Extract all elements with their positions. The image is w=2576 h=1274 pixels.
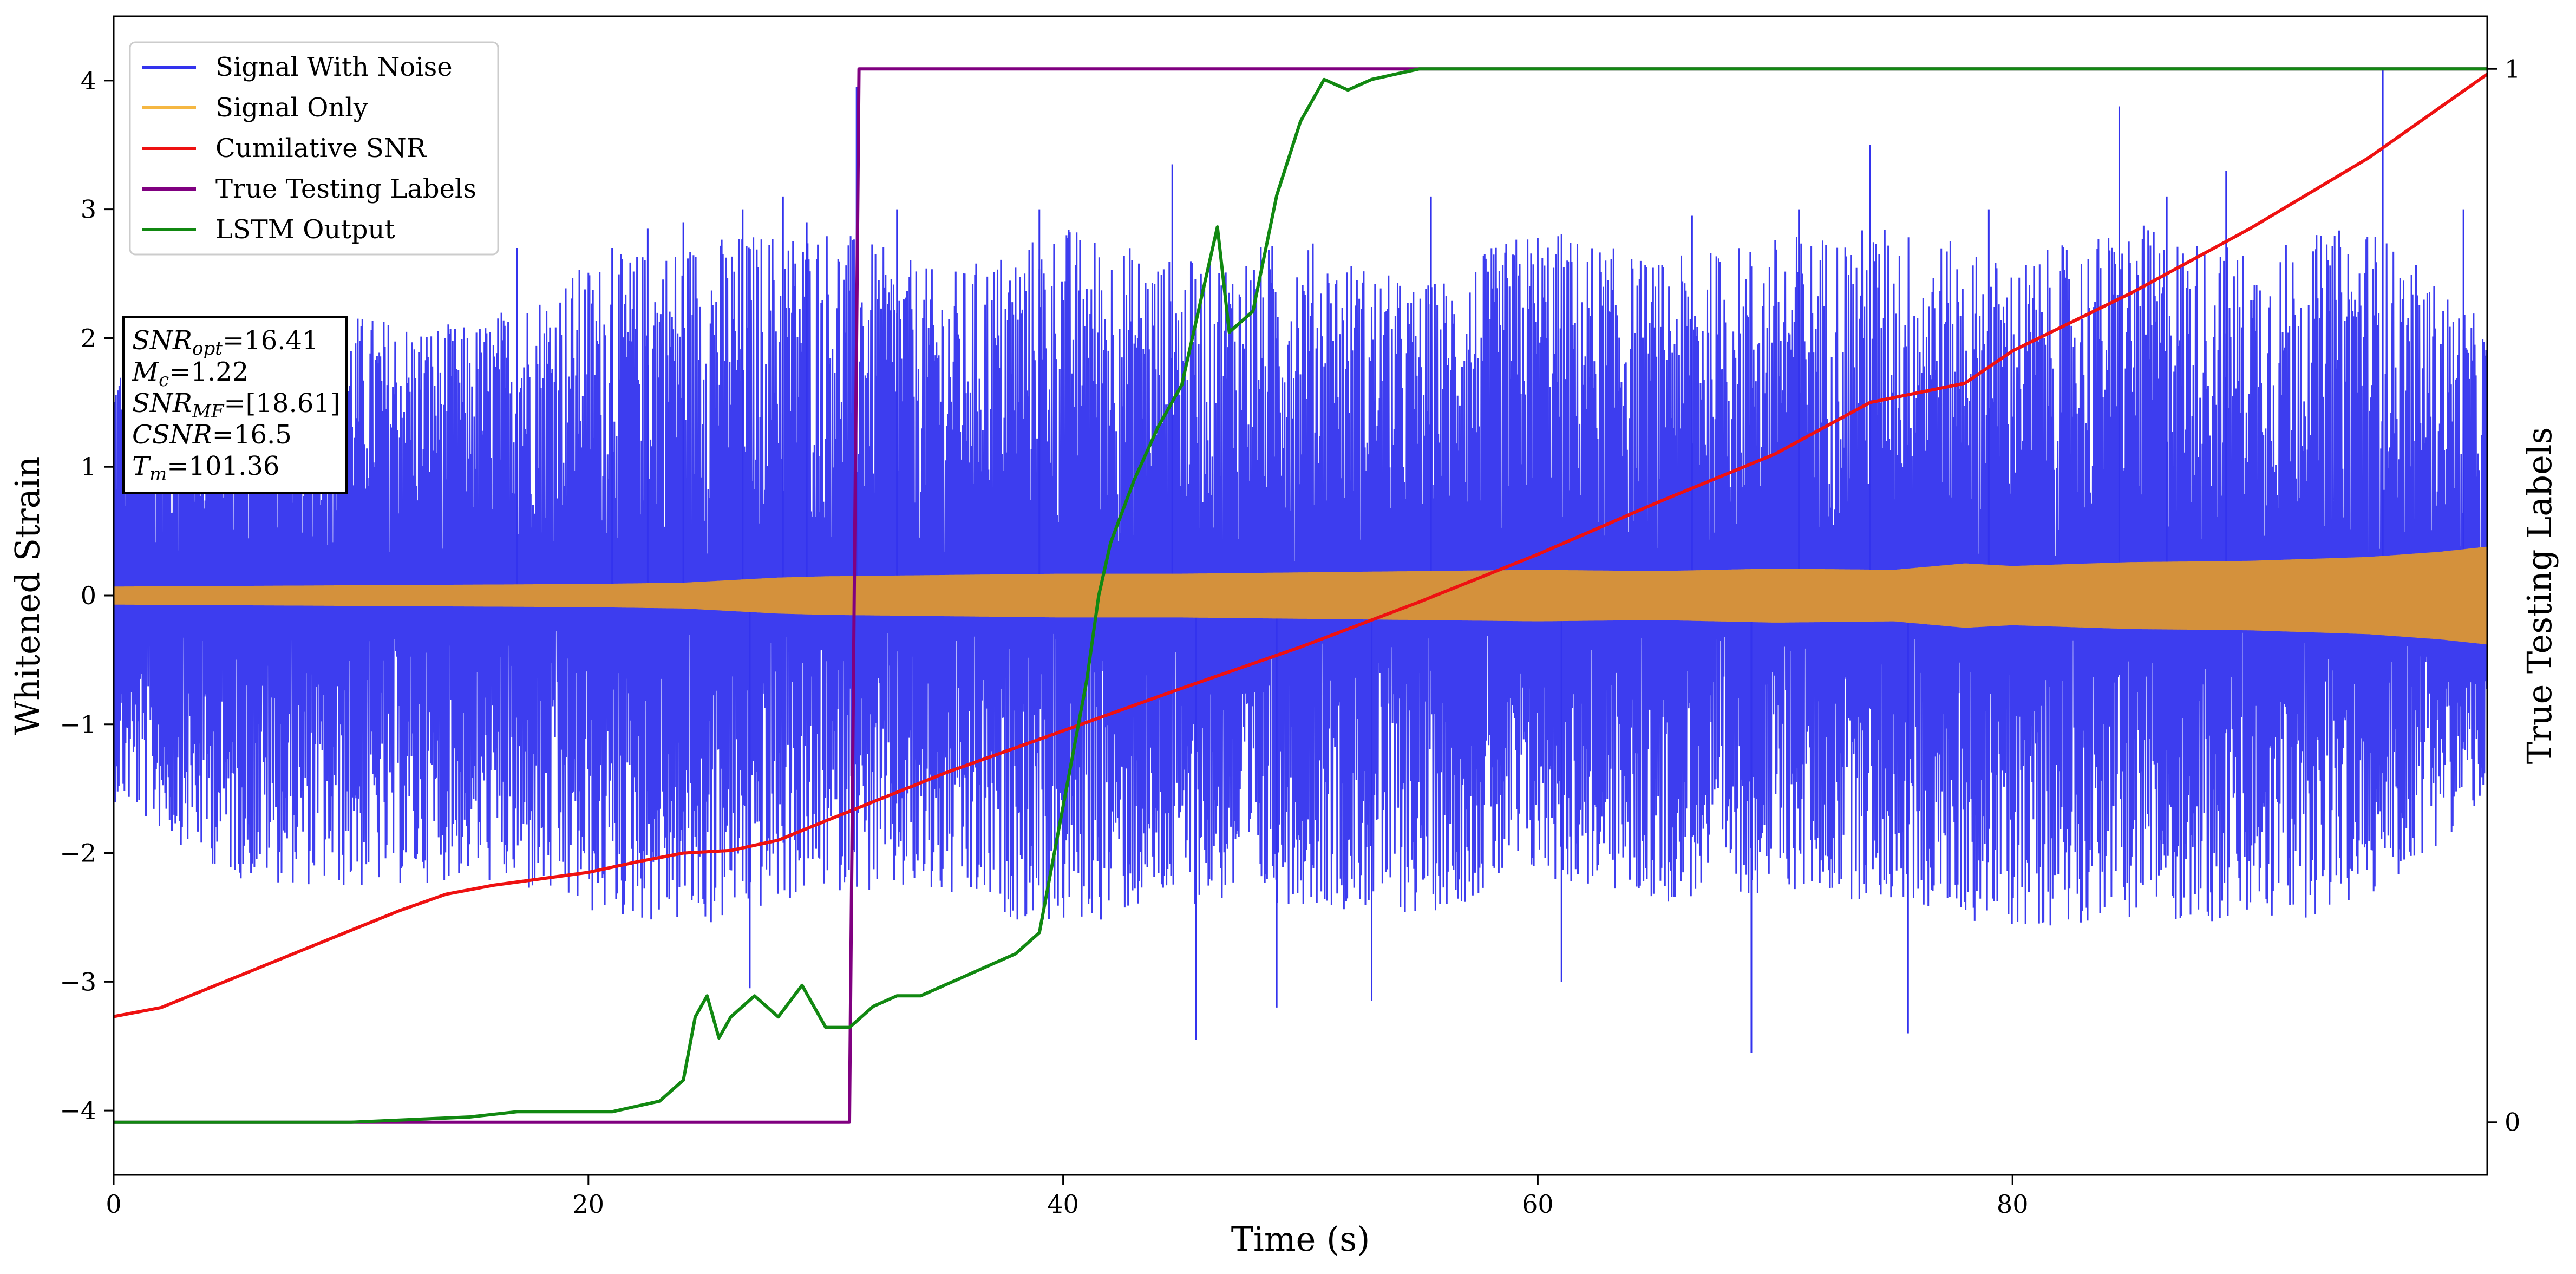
x-tick-label: 0	[106, 1190, 121, 1219]
y-tick-label: 4	[81, 66, 96, 95]
lstm-output-series	[114, 67, 2487, 1124]
y2-tick-label: 1	[2505, 54, 2520, 83]
legend-label: True Testing Labels	[215, 174, 476, 204]
x-tick-label: 40	[1047, 1190, 1079, 1219]
legend-frame	[129, 41, 499, 256]
y-tick-label: 3	[81, 195, 96, 224]
lstm-output-line	[114, 67, 2487, 1124]
legend-label: Signal Only	[215, 93, 368, 123]
legend-label: Signal With Noise	[215, 52, 453, 82]
cumulative-snr-series	[114, 73, 2487, 1018]
x-tick-label: 20	[573, 1190, 605, 1219]
y-tick-label: −1	[60, 710, 96, 739]
annotation-line: Mc=1.22	[132, 357, 249, 391]
plot-area	[114, 67, 2487, 1124]
legend: Signal With Noise Signal Only Cumilative S…	[129, 41, 499, 256]
x-axis-ticks: 0 20 40 60 80	[106, 1175, 2028, 1219]
legend-label: LSTM Output	[215, 214, 395, 245]
y-tick-label: 2	[81, 323, 96, 352]
annotation-frame	[122, 316, 348, 494]
annotation-line: SNRopt=16.41	[132, 325, 319, 360]
y-tick-label: 1	[81, 452, 96, 481]
signal-only-line	[114, 546, 2487, 645]
y-tick-label: −4	[60, 1096, 96, 1125]
signal-only-series	[114, 546, 2487, 645]
annotation-box: SNRopt=16.41Mc=1.22SNRMF=[18.61]CSNR=16.…	[122, 316, 348, 494]
y2-axis-ticks: 01	[2487, 54, 2520, 1137]
x-axis-title: Time (s)	[1231, 1219, 1370, 1259]
y2-axis-title: True Testing Labels	[2520, 427, 2559, 765]
y-tick-label: −2	[60, 839, 96, 868]
x-tick-label: 60	[1522, 1190, 1554, 1219]
annotation-line: Tm=101.36	[132, 451, 279, 485]
y-tick-label: 0	[81, 581, 96, 610]
y-tick-label: −3	[60, 967, 96, 996]
legend-label: Cumilative SNR	[215, 133, 427, 164]
x-tick-label: 80	[1997, 1190, 2029, 1219]
y-axis-title: Whitened Strain	[8, 456, 47, 735]
y-axis-ticks: −4 −3 −2 −1 0 1 2 3 4	[60, 66, 114, 1125]
signal-with-noise-line	[114, 225, 2487, 926]
annotation-line: CSNR=16.5	[132, 420, 292, 450]
y2-tick-label: 0	[2505, 1108, 2520, 1137]
cumulative-snr-line	[114, 73, 2487, 1018]
annotation-line: SNRMF=[18.61]	[132, 388, 341, 422]
